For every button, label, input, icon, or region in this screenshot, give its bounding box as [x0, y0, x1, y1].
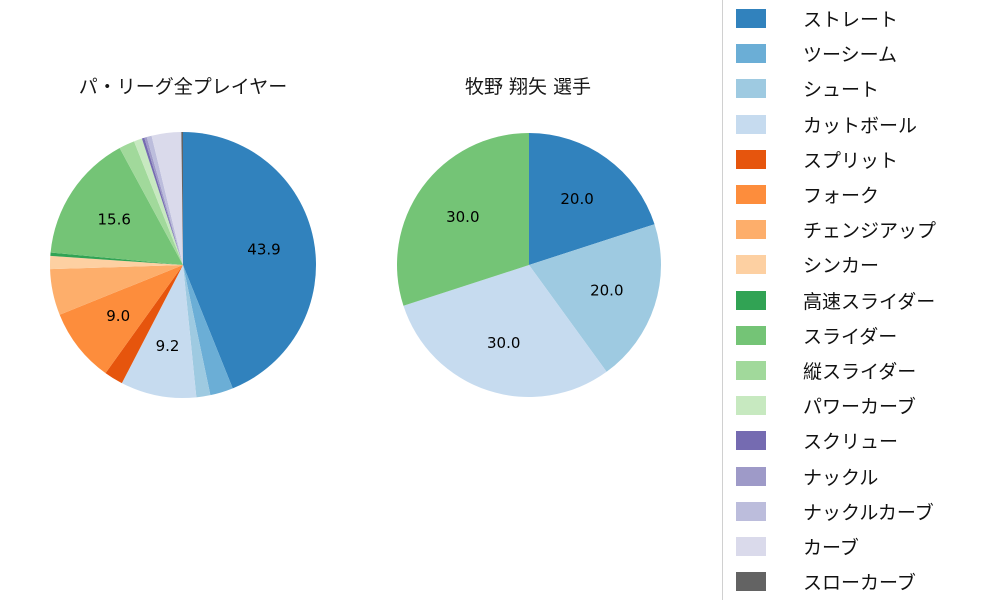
pie-slice: [50, 255, 183, 270]
right-pie-title: 牧野 翔矢 選手: [464, 76, 592, 98]
pie-slice: [119, 141, 183, 265]
pie-slice: [396, 133, 529, 306]
legend-color-swatch: [736, 536, 766, 556]
legend-color-swatch: [736, 114, 766, 134]
pie-slice: [50, 252, 183, 265]
legend-item: ストレート: [723, 1, 1000, 36]
legend-label: スライダー: [803, 325, 898, 348]
pie-slice-value-label: 9.2: [156, 337, 180, 355]
pie-slice: [59, 265, 183, 374]
legend-item: ナックルカーブ: [723, 494, 1000, 529]
legend-label: 高速スライダー: [803, 290, 936, 313]
pie-slice-value-label: 20.0: [590, 281, 623, 299]
pie-slice: [105, 265, 183, 384]
legend-item: シンカー: [723, 247, 1000, 282]
pie-slice: [529, 224, 662, 372]
legend-item: スライダー: [723, 318, 1000, 353]
pie-slice: [403, 265, 607, 398]
left-pie-title: パ・リーグ全プレイヤー: [78, 76, 288, 98]
legend-color-swatch: [736, 290, 766, 310]
legend-color-swatch: [736, 185, 766, 205]
legend-color-swatch: [736, 396, 766, 416]
legend-label: カーブ: [803, 536, 859, 559]
legend-color-swatch: [736, 9, 766, 29]
legend-color-swatch: [736, 255, 766, 275]
legend-label: チェンジアップ: [803, 220, 937, 243]
pie-slice-value-label: 15.6: [97, 211, 130, 229]
legend-item: チェンジアップ: [723, 212, 1000, 247]
legend-item: 高速スライダー: [723, 283, 1000, 318]
legend-label: シュート: [803, 79, 880, 102]
pie-slice-value-label: 30.0: [446, 208, 479, 226]
legend-color-swatch: [736, 466, 766, 486]
legend-color-swatch: [736, 220, 766, 240]
legend-item: スクリュー: [723, 423, 1000, 458]
pie-slice: [134, 138, 183, 265]
legend-item: ナックル: [723, 458, 1000, 493]
pie-slice: [144, 137, 183, 265]
legend-item: パワーカーブ: [723, 388, 1000, 423]
legend-color-swatch: [736, 572, 766, 592]
pie-slice: [50, 265, 183, 315]
legend-item: ツーシーム: [723, 36, 1000, 71]
legend-label: パワーカーブ: [803, 396, 916, 419]
pie-slice: [151, 132, 183, 265]
pie-slice: [141, 137, 183, 265]
legend-label: スローカーブ: [803, 572, 916, 595]
legend-item: カットボール: [723, 107, 1000, 142]
legend-label: 縦スライダー: [803, 360, 917, 383]
pitch-type-legend: ストレートツーシームシュートカットボール スプリットフォークチェンジアップ シンカー…: [722, 0, 1000, 600]
legend-label: ストレート: [803, 9, 899, 32]
legend-color-swatch: [736, 501, 766, 521]
legend-item: 縦スライダー: [723, 353, 1000, 388]
pie-slice-value-label: 30.0: [487, 334, 520, 352]
right-pie-chart: 20.0 20.0 30.0 30.0: [396, 133, 662, 398]
legend-item: スローカーブ: [723, 564, 1000, 599]
legend-item: スプリット: [723, 142, 1000, 177]
legend-color-swatch: [736, 79, 766, 99]
pie-slice: [529, 133, 655, 265]
legend-label: ナックル: [803, 466, 879, 489]
legend-color-swatch: [736, 149, 766, 169]
legend-item: カーブ: [723, 529, 1000, 564]
legend-label: スプリット: [803, 149, 899, 172]
pie-slice: [50, 148, 184, 265]
legend-label: シンカー: [803, 255, 880, 278]
legend-color-swatch: [736, 44, 766, 64]
legend-label: ツーシーム: [803, 44, 898, 67]
pie-slice: [183, 265, 211, 398]
legend-color-swatch: [736, 431, 766, 451]
pie-slice-value-label: 9.0: [106, 307, 130, 325]
legend-label: スクリュー: [803, 431, 899, 454]
pie-slice: [181, 132, 183, 265]
legend-color-swatch: [736, 325, 766, 345]
legend-color-swatch: [736, 360, 766, 380]
pie-slice: [183, 265, 233, 396]
pie-slice-value-label: 20.0: [560, 190, 593, 208]
pie-slice: [121, 265, 197, 399]
legend-label: カットボール: [803, 114, 918, 137]
pie-slice: [183, 132, 317, 389]
legend-item: シュート: [723, 71, 1000, 106]
pie-slice: [146, 135, 183, 265]
left-pie-chart: 43.9 9.2 9.0 15.6: [50, 132, 317, 399]
pie-slice-value-label: 43.9: [247, 240, 280, 258]
legend-label: ナックルカーブ: [803, 501, 934, 524]
legend-item: フォーク: [723, 177, 1000, 212]
legend-label: フォーク: [803, 185, 880, 208]
